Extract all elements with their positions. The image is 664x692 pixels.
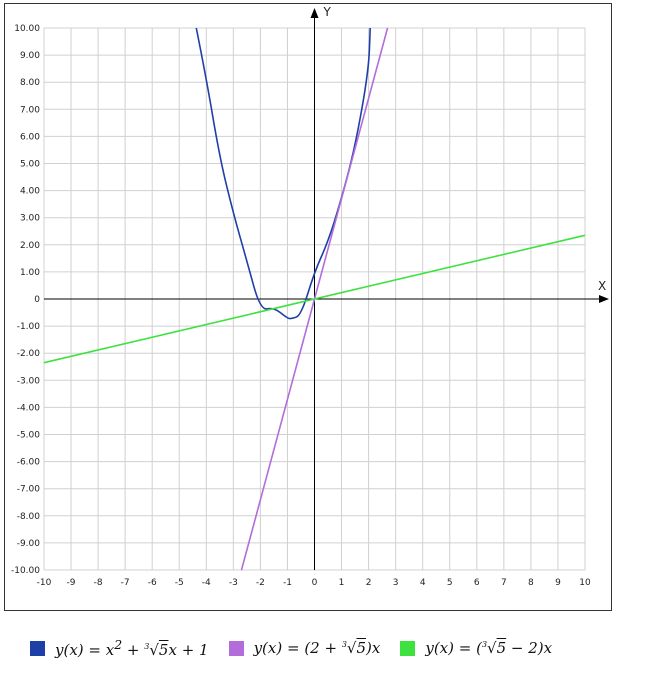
x-tick-label: 2 [366,578,372,588]
chart-frame [4,3,612,611]
x-tick-label: 5 [447,578,453,588]
y-tick-label: 6.00 [20,132,40,142]
y-tick-label: 9.00 [20,51,40,61]
y-tick-label: -8.00 [17,512,41,522]
x-tick-label: -6 [148,578,157,588]
y-tick-label: -10.00 [11,566,40,576]
y-tick-label: -3.00 [17,376,41,386]
y-tick-label: -7.00 [17,485,41,495]
legend-item: y(x) = (3√5 − 2)x [400,639,552,657]
y-tick-label: -9.00 [17,539,41,549]
x-tick-label: 0 [312,578,318,588]
y-tick-label: -6.00 [17,458,41,468]
y-tick-label: 8.00 [20,78,40,88]
legend-swatch [400,640,416,656]
x-tick-label: 9 [555,578,561,588]
x-tick-label: -3 [229,578,238,588]
x-tick-label: 8 [528,578,534,588]
x-tick-label: 6 [474,578,480,588]
y-tick-label: 2.00 [20,241,40,251]
x-axis-arrow [599,295,609,303]
y-axis-label: Y [323,5,332,19]
x-tick-label: -8 [94,578,103,588]
x-tick-label: -9 [67,578,76,588]
y-tick-label: 0 [34,295,40,305]
x-tick-label: -1 [283,578,292,588]
x-tick-label: 4 [420,578,426,588]
x-tick-label: 7 [501,578,507,588]
x-axis-label: X [598,279,606,293]
series-line-3 [43,234,586,364]
x-tick-label: -7 [121,578,130,588]
legend-item: y(x) = (2 + 3√5)x [228,639,381,657]
axes: XY [44,5,609,570]
y-axis-arrow [310,8,319,18]
legend-formula: y(x) = (2 + 3√5)x [253,639,381,657]
legend: y(x) = x2 + 3√5x + 1 y(x) = (2 + 3√5)x y(x… [30,636,572,660]
y-tick-label: 4.00 [20,187,40,197]
curves [43,27,586,571]
function-plot: XY -10 -9 -8 -7 -6 -5 -4 -3 -2 -1 0 1 2 3 4 5 6 7 8 9 1010.0… [11,5,609,588]
x-tick-label: -4 [202,578,211,588]
y-tick-label: 10.00 [14,24,40,34]
x-tick-label: 3 [393,578,399,588]
legend-item: y(x) = x2 + 3√5x + 1 [30,637,209,659]
y-tick-label: 1.00 [20,268,40,278]
x-tick-label: -5 [175,578,184,588]
y-tick-label: -4.00 [17,403,41,413]
x-tick-label: -10 [37,578,52,588]
y-tick-label: -2.00 [17,349,41,359]
legend-formula: y(x) = (3√5 − 2)x [425,639,553,657]
legend-formula: y(x) = x2 + 3√5x + 1 [55,637,209,659]
x-tick-label: 1 [339,578,345,588]
y-tick-label: 5.00 [20,160,40,170]
y-tick-label: -1.00 [17,322,41,332]
series-line-1 [195,27,372,320]
x-tick-label: -2 [256,578,265,588]
x-tick-label: 10 [579,578,591,588]
tick-labels: -10 -9 -8 -7 -6 -5 -4 -3 -2 -1 0 1 2 3 4 5 6 7 8 9 1010.009.… [11,24,591,588]
y-tick-label: 3.00 [20,214,40,224]
y-tick-label: -5.00 [17,431,41,441]
legend-swatch [228,640,244,656]
legend-swatch [30,640,45,656]
y-tick-label: 7.00 [20,105,40,115]
